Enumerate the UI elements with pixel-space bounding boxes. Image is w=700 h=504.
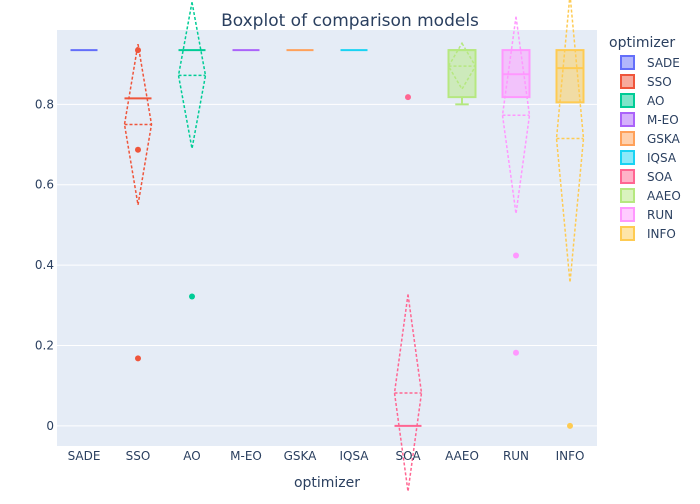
outlier-point xyxy=(189,293,195,300)
sd-diamond xyxy=(393,294,423,492)
x-tick-label: GSKA xyxy=(284,449,318,463)
box-run xyxy=(501,16,531,356)
outlier-point xyxy=(513,252,519,259)
legend-swatch xyxy=(620,226,635,241)
x-tick-label: INFO xyxy=(556,449,585,463)
x-tick-label: M-EO xyxy=(230,449,262,463)
sd-diamond xyxy=(123,43,153,205)
legend-item-info: INFO xyxy=(620,226,676,241)
box-layer xyxy=(70,0,585,492)
x-tick-label: AO xyxy=(183,449,200,463)
sd-diamond xyxy=(555,0,585,283)
box-aaeo xyxy=(447,41,477,106)
box-sso xyxy=(123,43,153,362)
outlier-point xyxy=(135,146,141,153)
x-tick-label: SOA xyxy=(395,449,421,463)
legend-label: M-EO xyxy=(647,113,679,127)
grid-layer xyxy=(57,103,597,427)
legend-item-sso: SSO xyxy=(620,74,672,89)
legend-swatch xyxy=(620,55,635,70)
legend-label: AAEO xyxy=(647,189,681,203)
x-tick-label: IQSA xyxy=(339,449,369,463)
y-tick-label: 0.8 xyxy=(35,97,54,111)
legend-title: optimizer xyxy=(609,35,675,51)
sd-diamond xyxy=(501,16,531,214)
y-tick-labels: 0 0.2 0.4 0.6 0.8 xyxy=(35,97,54,433)
legend-item-iqsa: IQSA xyxy=(620,150,677,165)
legend-label: GSKA xyxy=(647,132,681,146)
legend-label: RUN xyxy=(647,208,673,222)
outlier-point xyxy=(135,47,141,54)
x-tick-label: AAEO xyxy=(445,449,479,463)
legend-swatch xyxy=(620,93,635,108)
legend-item-run: RUN xyxy=(620,207,673,222)
legend: SADE SSO AO M-EO GSKA IQSA SOA AAEO RUN INFO xyxy=(620,55,681,241)
legend-label: INFO xyxy=(647,227,676,241)
legend-item-gska: GSKA xyxy=(620,131,681,146)
legend-swatch xyxy=(620,74,635,89)
y-tick-label: 0 xyxy=(46,419,54,433)
box-info xyxy=(555,0,585,429)
x-tick-label: SSO xyxy=(126,449,151,463)
x-axis-title: optimizer xyxy=(294,475,360,491)
legend-label: SOA xyxy=(647,170,673,184)
legend-item-soa: SOA xyxy=(620,169,673,184)
sd-diamond xyxy=(447,41,477,91)
chart-title: Boxplot of comparison models xyxy=(221,11,479,31)
legend-label: AO xyxy=(647,94,664,108)
y-tick-label: 0.4 xyxy=(35,258,54,272)
x-tick-label: SADE xyxy=(68,449,101,463)
legend-swatch xyxy=(620,207,635,222)
legend-swatch xyxy=(620,131,635,146)
legend-item-ao: AO xyxy=(620,93,664,108)
y-tick-label: 0.6 xyxy=(35,178,54,192)
outlier-point xyxy=(135,355,141,362)
outlier-point xyxy=(513,349,519,356)
legend-swatch xyxy=(620,188,635,203)
legend-label: SADE xyxy=(647,56,680,70)
sd-diamond xyxy=(177,2,207,149)
y-tick-label: 0.2 xyxy=(35,339,54,353)
legend-swatch xyxy=(620,150,635,165)
legend-item-m-eo: M-EO xyxy=(620,112,679,127)
legend-swatch xyxy=(620,169,635,184)
box-iqr xyxy=(555,49,585,104)
x-tick-labels: SADE SSO AO M-EO GSKA IQSA SOA AAEO RUN INFO xyxy=(68,449,585,463)
legend-label: SSO xyxy=(647,75,672,89)
box-ao xyxy=(177,2,207,300)
box-soa xyxy=(393,94,423,492)
outlier-point xyxy=(405,94,411,101)
outlier-point xyxy=(567,422,573,429)
legend-swatch xyxy=(620,112,635,127)
legend-item-sade: SADE xyxy=(620,55,680,70)
x-tick-label: RUN xyxy=(503,449,529,463)
legend-item-aaeo: AAEO xyxy=(620,188,681,203)
legend-label: IQSA xyxy=(647,151,677,165)
